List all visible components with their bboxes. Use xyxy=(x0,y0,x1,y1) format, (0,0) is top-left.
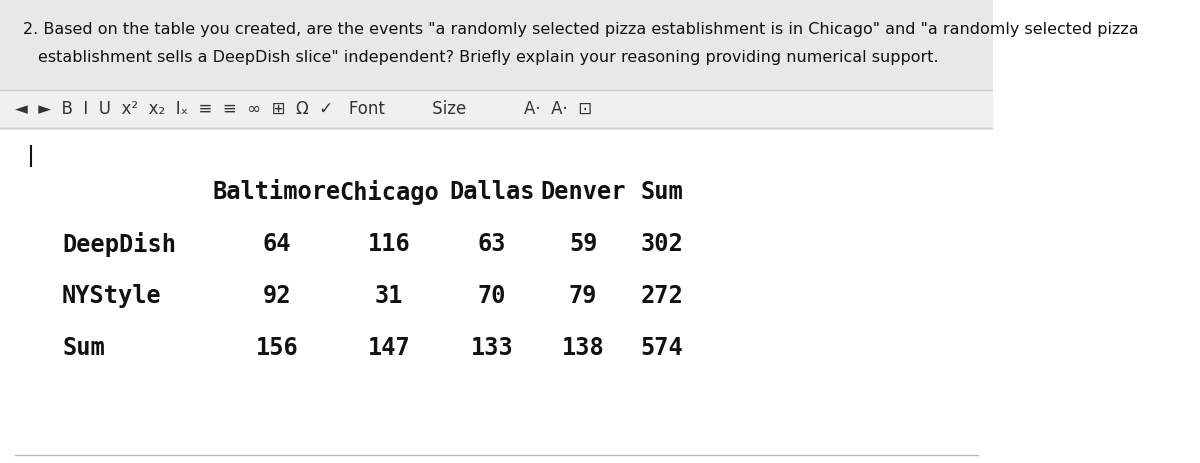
Text: 272: 272 xyxy=(641,284,683,308)
Text: 63: 63 xyxy=(478,232,506,256)
Text: 147: 147 xyxy=(367,336,410,360)
Text: Denver: Denver xyxy=(540,180,626,204)
Text: 138: 138 xyxy=(562,336,605,360)
Text: Sum: Sum xyxy=(641,180,683,204)
Text: Sum: Sum xyxy=(62,336,104,360)
Text: 302: 302 xyxy=(641,232,683,256)
Text: Baltimore: Baltimore xyxy=(212,180,341,204)
Text: 116: 116 xyxy=(367,232,410,256)
Text: 92: 92 xyxy=(263,284,292,308)
Text: 2. Based on the table you created, are the events "a randomly selected pizza est: 2. Based on the table you created, are t… xyxy=(23,22,1139,37)
Text: 574: 574 xyxy=(641,336,683,360)
Text: 133: 133 xyxy=(470,336,514,360)
Text: 156: 156 xyxy=(256,336,299,360)
Text: 31: 31 xyxy=(374,284,403,308)
Text: 70: 70 xyxy=(478,284,506,308)
Text: 59: 59 xyxy=(569,232,598,256)
Text: Chicago: Chicago xyxy=(338,180,439,205)
Text: Dallas: Dallas xyxy=(450,180,535,204)
Bar xyxy=(0,0,992,90)
Text: DeepDish: DeepDish xyxy=(62,232,176,257)
Text: NYStyle: NYStyle xyxy=(62,284,162,308)
Text: 64: 64 xyxy=(263,232,292,256)
Bar xyxy=(0,128,992,463)
Text: 79: 79 xyxy=(569,284,598,308)
Text: establishment sells a DeepDish slice" independent? Briefly explain your reasonin: establishment sells a DeepDish slice" in… xyxy=(38,50,938,65)
Bar xyxy=(0,90,992,128)
Text: ◄  ►  B  I  U  x²  x₂  Iₓ  ≡  ≡  ∞  ⊞  Ω  ✓   Font         Size           A·  A·: ◄ ► B I U x² x₂ Iₓ ≡ ≡ ∞ ⊞ Ω ✓ Font Size… xyxy=(14,100,592,118)
